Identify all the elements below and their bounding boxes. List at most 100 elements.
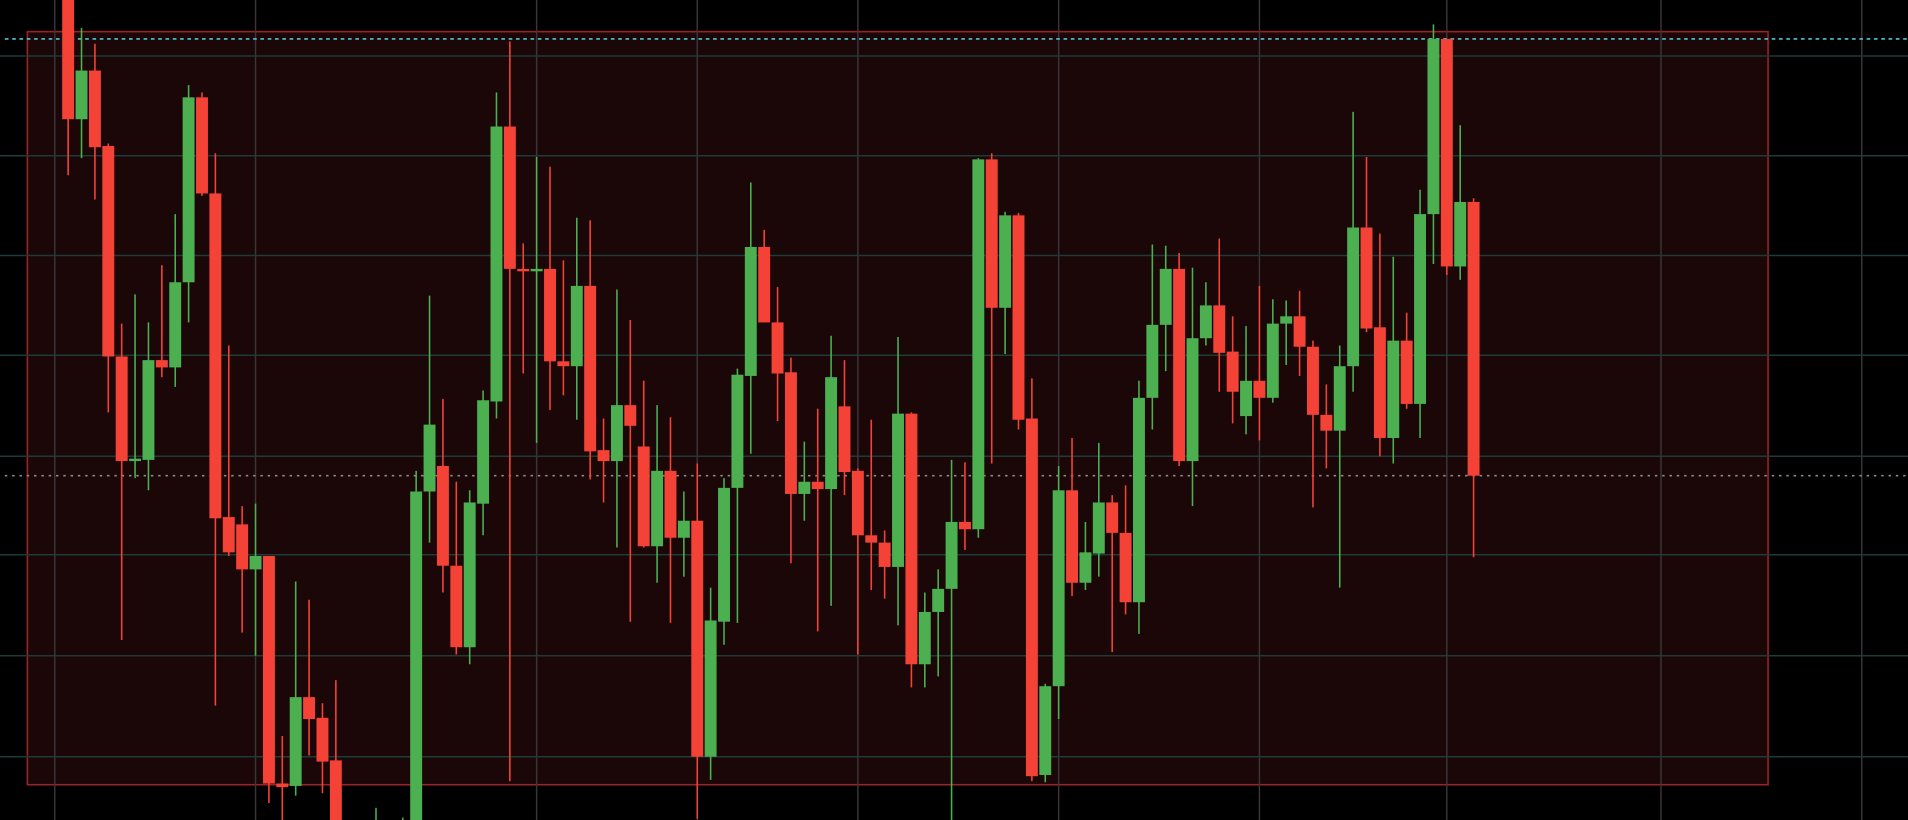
candle-up xyxy=(490,92,503,419)
candle-body xyxy=(1373,327,1386,438)
candle-down xyxy=(1066,437,1078,597)
candle-body xyxy=(209,193,222,519)
candle-down xyxy=(503,41,516,782)
candle-down xyxy=(209,153,222,706)
candle-down xyxy=(544,166,556,410)
candle-body xyxy=(303,697,316,720)
candle-body xyxy=(958,521,971,530)
candle-body xyxy=(557,361,570,367)
candle-body xyxy=(1039,686,1052,775)
candle-up xyxy=(1186,267,1199,507)
candle-body xyxy=(570,285,583,367)
candle-body xyxy=(289,697,302,786)
candle-up xyxy=(918,592,931,688)
candle-body xyxy=(999,215,1012,308)
candle-up xyxy=(142,322,155,491)
candle-down xyxy=(1360,156,1373,333)
candle-body xyxy=(75,70,88,120)
candle-up xyxy=(892,337,904,626)
candle-up xyxy=(423,295,436,543)
candle-body xyxy=(731,374,744,488)
candle-body xyxy=(718,487,730,622)
candles xyxy=(62,0,1480,820)
candle-down xyxy=(262,555,275,803)
candle-body xyxy=(1199,305,1212,339)
candle-body xyxy=(851,470,864,536)
candle-down xyxy=(597,418,610,503)
candle-body xyxy=(945,521,958,589)
candle-body xyxy=(838,406,851,473)
candle-body xyxy=(1213,305,1226,353)
candle-body xyxy=(771,322,784,374)
candle-body xyxy=(530,268,543,272)
candle-body xyxy=(1387,340,1400,438)
candle-up xyxy=(463,490,476,665)
candle-body xyxy=(169,282,182,368)
candle-body xyxy=(182,97,195,283)
candle-body xyxy=(798,481,811,494)
candle-down xyxy=(1400,312,1413,409)
candle-body xyxy=(664,470,677,538)
candle-body xyxy=(1320,414,1333,431)
candle-body xyxy=(423,424,436,492)
candle-up xyxy=(570,217,583,420)
candle-down xyxy=(838,360,851,496)
candle-body xyxy=(1146,324,1159,398)
candle-body xyxy=(892,413,904,567)
candle-body xyxy=(316,717,329,762)
candle-body xyxy=(262,555,275,784)
candle-up xyxy=(999,211,1012,355)
candle-body xyxy=(155,360,168,368)
candle-body xyxy=(972,159,985,530)
candle-up xyxy=(75,27,88,159)
candle-up xyxy=(1240,326,1253,435)
candle-body xyxy=(1092,502,1105,554)
candle-down xyxy=(557,260,570,396)
candle-up xyxy=(744,182,757,454)
candle-body xyxy=(985,159,998,308)
candle-up xyxy=(1052,465,1065,720)
candle-down xyxy=(450,481,463,655)
candle-up xyxy=(129,294,142,479)
candle-body xyxy=(1119,532,1132,603)
candle-up xyxy=(1427,24,1440,265)
candle-up xyxy=(1347,111,1360,392)
candle-body xyxy=(811,481,824,490)
candle-body xyxy=(1347,227,1360,367)
candle-down xyxy=(222,345,235,556)
candle-down xyxy=(1320,384,1333,469)
candle-down xyxy=(1012,212,1025,430)
candle-up xyxy=(1333,345,1346,588)
candle-down xyxy=(88,43,101,200)
candle-down xyxy=(1307,340,1319,508)
candle-body xyxy=(410,491,423,820)
candle-body xyxy=(1052,490,1065,687)
candle-down xyxy=(303,599,316,756)
candle-body xyxy=(597,450,610,462)
candle-body xyxy=(276,783,289,788)
candle-body xyxy=(932,588,945,612)
candle-body xyxy=(865,535,878,543)
candle-down xyxy=(1025,378,1038,782)
candle-body xyxy=(704,620,717,757)
candle-body xyxy=(691,520,704,757)
candle-up xyxy=(1159,245,1172,372)
candle-down xyxy=(1173,253,1186,466)
candle-up xyxy=(945,459,958,820)
candle-body xyxy=(1360,227,1373,329)
candle-up xyxy=(731,368,744,623)
candle-body xyxy=(129,458,142,462)
candle-down xyxy=(865,419,878,591)
candle-body xyxy=(1025,418,1038,777)
candle-down xyxy=(1440,38,1453,275)
candle-body xyxy=(544,268,556,362)
candle-down xyxy=(1373,233,1386,457)
candle-body xyxy=(1467,201,1480,476)
candle-body xyxy=(88,70,101,148)
candle-body xyxy=(1280,316,1293,324)
candle-body xyxy=(436,465,449,566)
candle-body xyxy=(1307,346,1319,415)
candle-body xyxy=(1240,380,1253,417)
candle-body xyxy=(62,0,75,120)
